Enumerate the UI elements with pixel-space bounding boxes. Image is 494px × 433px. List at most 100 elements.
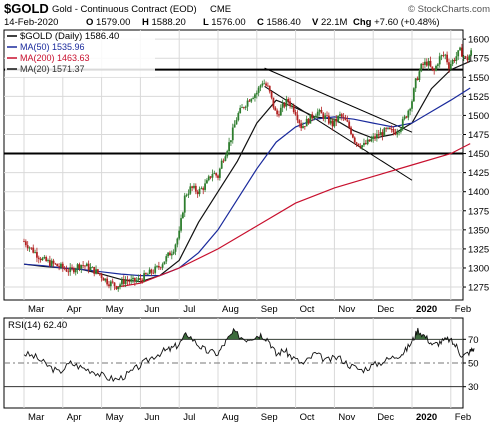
price-bar-body	[453, 59, 456, 61]
legend-price: $GOLD (Daily) 1586.40	[20, 31, 119, 42]
month-tick-label: Dec	[377, 304, 394, 315]
price-y-tick-label: 1450	[468, 149, 489, 160]
price-bar-body	[274, 107, 277, 111]
price-bar-body	[159, 267, 162, 269]
price-bar-body	[300, 123, 303, 129]
price-bar-body	[359, 145, 362, 148]
price-bar-body	[39, 258, 42, 261]
price-bar-body	[294, 112, 297, 115]
price-bar-body	[364, 142, 367, 145]
price-bar-body	[230, 140, 232, 143]
rsi-y-tick-label: 50	[468, 359, 479, 370]
symbol-title: $GOLD	[4, 1, 49, 16]
price-bar-body	[213, 173, 216, 174]
price-bar-body	[30, 247, 33, 249]
price-bar-body	[143, 273, 145, 282]
price-bar-body	[84, 265, 86, 267]
rsi-series-line	[23, 327, 475, 383]
month-tick-label: Apr	[67, 412, 82, 423]
ma-line-200	[117, 143, 471, 288]
month-tick-label: Apr	[67, 304, 82, 315]
month-tick-label: Jun	[144, 304, 159, 315]
price-bar-body	[218, 168, 221, 178]
price-bar-body	[254, 94, 256, 98]
price-bar-body	[241, 107, 243, 109]
month-tick-label: 2020	[416, 304, 437, 315]
price-bar-body	[470, 50, 473, 56]
price-bar-body	[206, 180, 208, 184]
price-bar-body	[52, 260, 55, 264]
price-bar-body	[122, 279, 125, 284]
price-y-tick-label: 1525	[468, 92, 489, 103]
price-bar-body	[67, 271, 70, 273]
price-bar-body	[145, 273, 147, 275]
price-bar-body	[202, 188, 205, 190]
price-bar-body	[442, 55, 445, 56]
month-tick-label: Nov	[338, 412, 355, 423]
price-bar-body	[292, 105, 295, 113]
price-bar-body	[464, 56, 467, 58]
price-y-tick-label: 1600	[468, 35, 489, 46]
price-y-tick-label: 1575	[468, 54, 489, 65]
price-bar-body	[368, 139, 371, 142]
price-bar-body	[109, 281, 112, 287]
price-bar-body	[403, 116, 406, 120]
price-bar-body	[41, 258, 44, 261]
price-bar-body	[438, 56, 441, 65]
price-bar-body	[396, 132, 399, 135]
price-bar-body	[95, 269, 97, 274]
price-bar-body	[200, 188, 203, 189]
price-bar-body	[239, 107, 242, 114]
price-bar-body	[366, 139, 369, 145]
price-bar-body	[50, 260, 53, 267]
price-bar-body	[313, 117, 315, 119]
price-bar-body	[374, 136, 376, 139]
price-bar-body	[324, 115, 327, 119]
price-bar-body	[320, 110, 323, 114]
price-bar-body	[85, 263, 88, 267]
price-bar-body	[401, 119, 404, 129]
price-bar-body	[457, 50, 460, 57]
price-y-tick-label: 1375	[468, 206, 489, 217]
price-bar-body	[141, 279, 144, 282]
legend-ma200: MA(200) 1463.63	[20, 53, 90, 63]
price-bar-body	[398, 131, 400, 133]
price-bar-body	[272, 97, 275, 108]
price-bar-body	[119, 284, 121, 287]
price-bar-body	[435, 65, 437, 71]
price-bar-body	[124, 280, 127, 284]
price-bar-body	[222, 160, 225, 162]
price-bar-body	[425, 61, 428, 66]
price-bar-body	[63, 267, 66, 270]
price-bar-body	[156, 265, 158, 267]
price-bar-body	[187, 193, 190, 196]
price-bar-body	[170, 253, 173, 256]
price-bar-body	[185, 195, 188, 196]
price-bar-body	[54, 263, 57, 265]
price-bar-body	[278, 114, 280, 116]
price-bar-body	[276, 110, 279, 115]
price-bar-body	[154, 266, 157, 273]
price-bar-body	[237, 113, 240, 121]
month-tick-label: Mar	[28, 412, 44, 423]
price-bar-body	[375, 134, 378, 139]
price-bar-body	[316, 111, 319, 116]
month-tick-label: May	[106, 412, 124, 423]
price-bar-body	[106, 278, 109, 285]
price-bar-body	[318, 110, 321, 112]
price-bar-body	[117, 286, 120, 290]
price-bar-body	[180, 218, 182, 231]
price-bar-body	[226, 151, 229, 157]
price-bar-body	[409, 108, 412, 111]
month-tick-label: Feb	[455, 412, 471, 423]
price-bar-body	[337, 115, 339, 122]
price-bar-body	[32, 247, 35, 253]
price-bar-body	[344, 117, 347, 121]
price-bar-body	[459, 47, 461, 51]
price-bar-body	[128, 280, 131, 282]
price-bar-body	[372, 136, 375, 139]
price-bar-body	[383, 128, 386, 136]
price-bar-body	[157, 265, 160, 268]
price-bar-body	[23, 241, 25, 243]
price-bar-body	[315, 115, 317, 118]
